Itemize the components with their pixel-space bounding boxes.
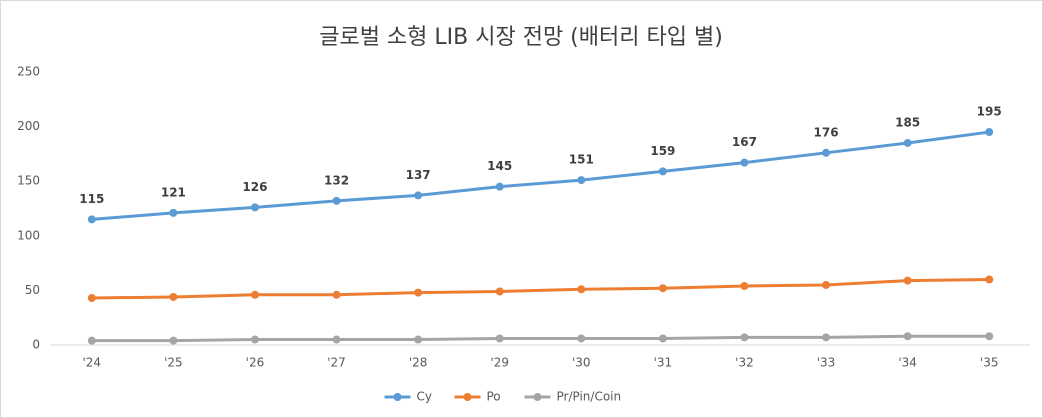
data-label: 159 [650,144,675,158]
y-tick-label: 200 [17,119,40,133]
data-point [169,336,178,345]
data-label: 145 [487,159,512,173]
x-tick-label: '27 [327,356,346,370]
data-point [985,332,994,341]
legend-label: Pr/Pin/Coin [557,390,622,404]
data-label: 132 [324,173,349,187]
data-point [822,333,831,342]
data-point [87,336,96,345]
x-tick-label: '26 [246,356,265,370]
data-point [658,284,667,293]
data-point [495,287,504,296]
data-label: 151 [569,153,594,167]
data-point [332,196,341,205]
legend-label: Cy [417,390,432,404]
x-tick-label: '35 [980,356,999,370]
data-point [87,294,96,303]
data-point [250,335,259,344]
data-point [495,334,504,343]
y-tick-label: 100 [17,228,40,242]
data-label: 137 [406,168,431,182]
data-point [985,128,994,137]
data-point [250,203,259,212]
x-tick-label: '30 [572,356,591,370]
series-line [91,277,990,300]
legend-marker [533,393,542,401]
data-point [414,191,423,200]
y-tick-label: 150 [17,174,40,188]
data-point [658,334,667,343]
data-point [903,138,912,147]
data-point [658,167,667,176]
x-tick-label: '29 [490,356,509,370]
data-point [414,335,423,344]
data-point [822,280,831,289]
data-point [985,275,994,284]
x-tick-label: '24 [83,356,102,370]
data-point [903,276,912,285]
data-point [169,208,178,217]
data-point [577,334,586,343]
chart-title: 글로벌 소형 LIB 시장 전망 (배터리 타입 별) [319,25,723,50]
y-tick-label: 250 [17,65,40,79]
data-label: 195 [977,105,1002,119]
data-label: 176 [814,125,839,139]
data-point [332,335,341,344]
series-line [91,130,990,221]
data-point [740,282,749,291]
series-line [91,334,990,343]
data-point [169,292,178,301]
x-tick-label: '34 [898,356,917,370]
data-point [740,158,749,167]
data-point [822,148,831,157]
data-point [903,332,912,341]
data-point [577,176,586,185]
x-tick-label: '28 [409,356,428,370]
data-label: 185 [895,115,920,129]
y-tick-label: 0 [32,338,40,352]
legend-marker [393,393,402,401]
data-point [414,288,423,297]
legend-label: Po [487,390,501,404]
y-tick-label: 50 [25,283,40,297]
data-point [250,290,259,299]
data-point [495,182,504,191]
x-tick-label: '31 [654,356,673,370]
data-label: 167 [732,135,757,149]
x-tick-label: '33 [817,356,836,370]
data-label: 121 [161,185,186,199]
data-point [332,290,341,299]
data-label: 115 [79,192,104,206]
legend-marker [463,393,472,401]
data-label: 126 [242,180,267,194]
x-tick-label: '32 [735,356,754,370]
x-tick-label: '25 [164,356,183,370]
data-point [87,215,96,224]
data-point [577,285,586,294]
data-point [740,333,749,342]
